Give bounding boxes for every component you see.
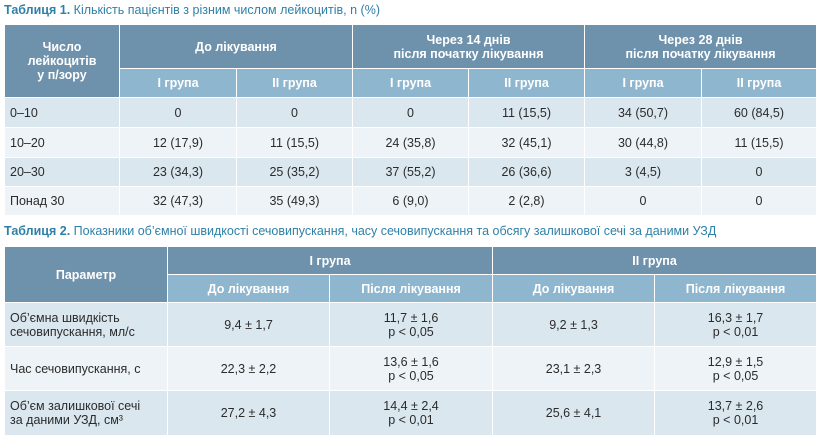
table2-subheader: До лікування — [492, 274, 656, 303]
table-row: Час сечовипускання, с 22,3 ± 2,2 13,6 ± … — [4, 346, 818, 391]
row-label: 10–20 — [4, 127, 120, 158]
table2-caption: Таблиця 2. Показники об’ємної швидкості … — [4, 224, 716, 238]
table-row: Об’ємна швидкість сечовипускання, мл/с 9… — [4, 302, 818, 347]
table-cell: 2 (2,8) — [468, 186, 585, 216]
table1-row-header: Число лейкоцитів у п/зору — [4, 24, 120, 98]
row-label: 20–30 — [4, 157, 120, 187]
table-cell: 32 (45,1) — [468, 127, 585, 158]
table-cell: 30 (44,8) — [584, 127, 702, 158]
table-cell: 6 (9,0) — [352, 186, 469, 216]
table2-group-header: II група — [492, 246, 818, 275]
row-label: Час сечовипускання, с — [4, 346, 168, 391]
table-cell: 23,1 ± 2,3 — [492, 346, 656, 391]
table-cell: 32 (47,3) — [119, 186, 237, 216]
table2: Параметр I група II група До лікування П… — [4, 246, 818, 436]
table1-caption-prefix: Таблиця 1. — [4, 3, 71, 17]
table-cell: 0 — [352, 97, 469, 128]
row-label: Об’ємна швидкість сечовипускання, мл/с — [4, 302, 168, 347]
table1-subheader: I група — [584, 68, 702, 98]
table-row: Об’єм залишкової сечі за даними УЗД, см³… — [4, 390, 818, 436]
table-cell: 27,2 ± 4,3 — [167, 390, 330, 436]
table2-group-header: I група — [166, 246, 494, 275]
table2-caption-text: Показники об’ємної швидкості сечовипуска… — [73, 224, 717, 238]
table1: Число лейкоцитів у п/зору До лікування Ч… — [4, 24, 817, 216]
table-cell: 26 (36,6) — [468, 157, 585, 187]
row-label: 0–10 — [4, 97, 120, 128]
table-cell: 60 (84,5) — [701, 97, 817, 128]
row-label: Об’єм залишкової сечі за даними УЗД, см³ — [4, 390, 168, 436]
table2-caption-prefix: Таблиця 2. — [4, 224, 71, 238]
table-cell: 34 (50,7) — [584, 97, 702, 128]
table-cell: 11,7 ± 1,6 p < 0,05 — [328, 302, 494, 347]
table-cell: 13,7 ± 2,6 p < 0,01 — [654, 390, 818, 436]
table2-subheader: Після лікування — [328, 274, 494, 303]
table1-group-header: Через 14 днів після початку лікування — [352, 24, 585, 69]
table2-row-header: Параметр — [4, 246, 168, 303]
table1-subheader: II група — [236, 68, 353, 98]
table1-subheader: I група — [119, 68, 237, 98]
table-cell: 0 — [119, 97, 237, 128]
table-row: 10–20 12 (17,9) 11 (15,5) 24 (35,8) 32 (… — [4, 127, 817, 158]
table-cell: 11 (15,5) — [236, 127, 353, 158]
table1-caption: Таблиця 1. Кількість пацієнтів з різним … — [4, 3, 380, 17]
table-cell: 25 (35,2) — [236, 157, 353, 187]
table-cell: 11 (15,5) — [701, 127, 817, 158]
table-cell: 9,4 ± 1,7 — [167, 302, 330, 347]
table-cell: 13,6 ± 1,6 p < 0,05 — [328, 346, 494, 391]
table-cell: 0 — [584, 186, 702, 216]
table-row: Понад 30 32 (47,3) 35 (49,3) 6 (9,0) 2 (… — [4, 186, 817, 216]
table-row: 0–10 0 0 0 11 (15,5) 34 (50,7) 60 (84,5) — [4, 97, 817, 128]
table-cell: 3 (4,5) — [584, 157, 702, 187]
table-cell: 12 (17,9) — [119, 127, 237, 158]
table1-subheader: II група — [701, 68, 817, 98]
table-cell: 16,3 ± 1,7 p < 0,01 — [654, 302, 818, 347]
table-cell: 0 — [701, 157, 817, 187]
table-row: 20–30 23 (34,3) 25 (35,2) 37 (55,2) 26 (… — [4, 157, 817, 187]
row-label: Понад 30 — [4, 186, 120, 216]
table-cell: 0 — [701, 186, 817, 216]
table-cell: 35 (49,3) — [236, 186, 353, 216]
table-cell: 37 (55,2) — [352, 157, 469, 187]
table-cell: 22,3 ± 2,2 — [167, 346, 330, 391]
table1-subheader: I група — [352, 68, 469, 98]
table2-subheader: До лікування — [167, 274, 330, 303]
table-cell: 25,6 ± 4,1 — [492, 390, 656, 436]
table-cell: 0 — [236, 97, 353, 128]
table1-caption-text: Кількість пацієнтів з різним числом лейк… — [73, 3, 380, 17]
table1-group-header: Через 28 днів після початку лікування — [584, 24, 817, 69]
table-cell: 9,2 ± 1,3 — [492, 302, 656, 347]
table1-group-header: До лікування — [119, 24, 353, 69]
table-cell: 14,4 ± 2,4 p < 0,01 — [328, 390, 494, 436]
table-cell: 12,9 ± 1,5 p < 0,05 — [654, 346, 818, 391]
table-cell: 24 (35,8) — [352, 127, 469, 158]
table-cell: 11 (15,5) — [468, 97, 585, 128]
table-cell: 23 (34,3) — [119, 157, 237, 187]
table2-subheader: Після лікування — [654, 274, 818, 303]
table1-subheader: II група — [468, 68, 585, 98]
